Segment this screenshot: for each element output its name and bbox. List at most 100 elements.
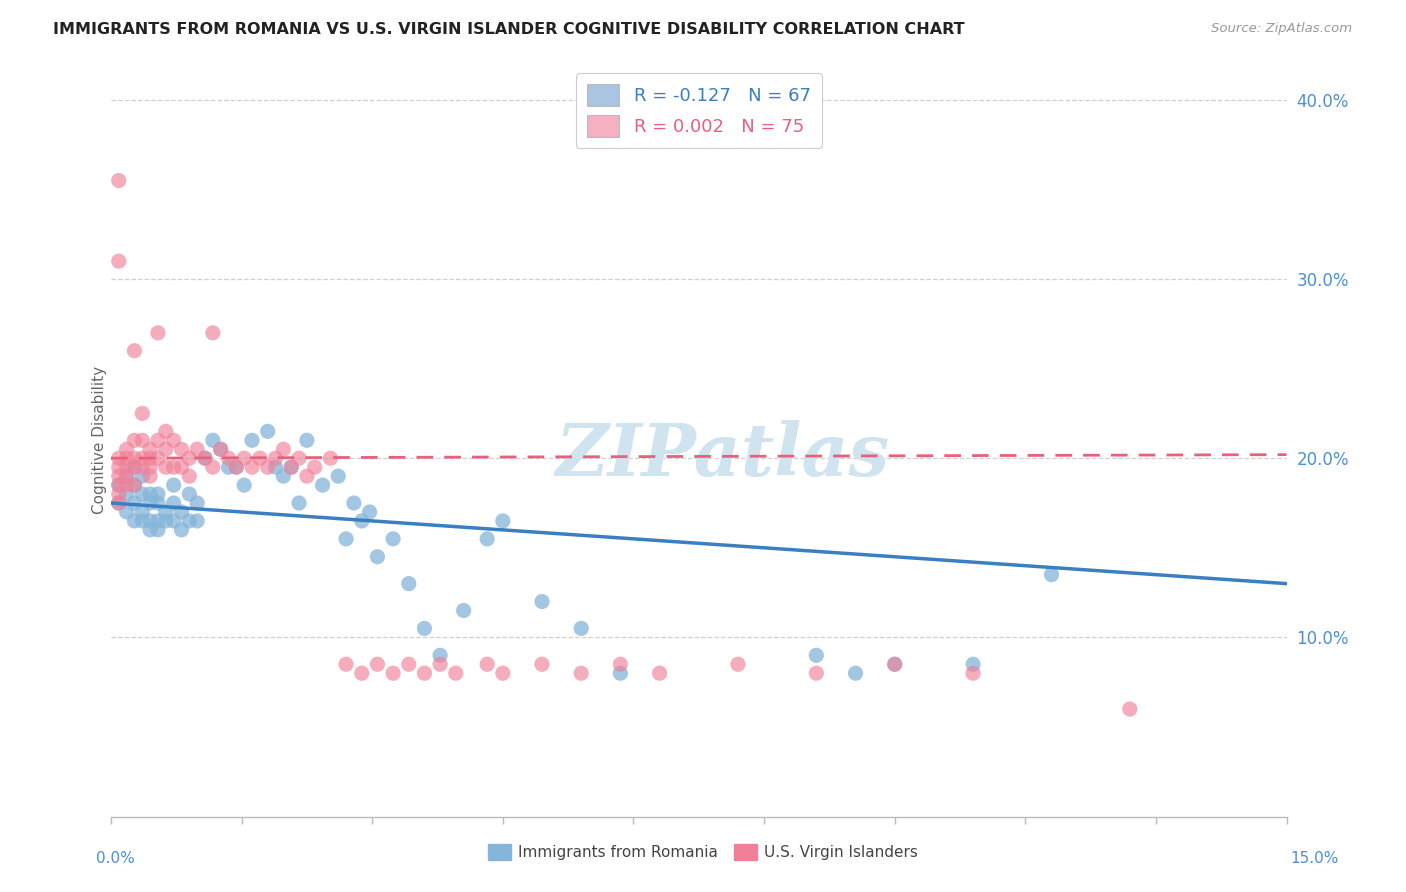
Point: [163, 460, 186, 475]
Point: [155, 514, 177, 528]
Point: [186, 496, 208, 510]
Point: [806, 648, 828, 663]
Point: [124, 460, 146, 475]
Point: [359, 505, 381, 519]
Point: [256, 425, 278, 439]
Point: [413, 622, 436, 636]
Point: [492, 666, 515, 681]
Point: [288, 496, 311, 510]
Point: [107, 496, 129, 510]
Point: [844, 666, 866, 681]
Point: [170, 460, 193, 475]
Point: [131, 406, 153, 420]
Point: [343, 496, 366, 510]
Point: [727, 657, 749, 672]
Point: [398, 657, 420, 672]
Text: Source: ZipAtlas.com: Source: ZipAtlas.com: [1212, 22, 1353, 36]
Point: [139, 523, 162, 537]
Point: [146, 496, 169, 510]
Point: [163, 478, 186, 492]
Point: [115, 469, 138, 483]
Point: [194, 451, 217, 466]
Point: [201, 434, 224, 448]
Point: [107, 469, 129, 483]
Point: [131, 487, 153, 501]
Point: [453, 603, 475, 617]
Point: [273, 442, 295, 457]
Point: [366, 549, 388, 564]
Point: [124, 434, 146, 448]
Point: [163, 514, 186, 528]
Point: [201, 326, 224, 340]
Point: [264, 451, 287, 466]
Point: [806, 666, 828, 681]
Point: [124, 451, 146, 466]
Point: [225, 460, 247, 475]
Point: [569, 666, 592, 681]
Point: [139, 487, 162, 501]
Point: [962, 666, 984, 681]
Point: [531, 594, 554, 608]
Point: [115, 487, 138, 501]
Point: [240, 460, 263, 475]
Point: [209, 442, 232, 457]
Point: [124, 343, 146, 358]
Legend: R = -0.127   N = 67, R = 0.002   N = 75: R = -0.127 N = 67, R = 0.002 N = 75: [576, 73, 821, 148]
Point: [155, 425, 177, 439]
Point: [146, 326, 169, 340]
Point: [962, 657, 984, 672]
Point: [609, 657, 631, 672]
Point: [170, 505, 193, 519]
Point: [115, 451, 138, 466]
Point: [155, 460, 177, 475]
Point: [249, 451, 271, 466]
Point: [131, 514, 153, 528]
Point: [429, 657, 451, 672]
Point: [225, 460, 247, 475]
Text: 15.0%: 15.0%: [1291, 851, 1339, 865]
Point: [107, 496, 129, 510]
Point: [155, 442, 177, 457]
Point: [124, 460, 146, 475]
Point: [170, 523, 193, 537]
Point: [569, 622, 592, 636]
Point: [311, 478, 333, 492]
Point: [280, 460, 302, 475]
Point: [155, 505, 177, 519]
Point: [107, 478, 129, 492]
Point: [139, 514, 162, 528]
Point: [107, 451, 129, 466]
Point: [256, 460, 278, 475]
Point: [115, 442, 138, 457]
Point: [209, 442, 232, 457]
Point: [139, 460, 162, 475]
Point: [179, 469, 201, 483]
Point: [139, 442, 162, 457]
Point: [201, 460, 224, 475]
Point: [124, 514, 146, 528]
Point: [218, 451, 240, 466]
Point: [288, 451, 311, 466]
Point: [429, 648, 451, 663]
Point: [1040, 567, 1063, 582]
Point: [146, 451, 169, 466]
Point: [115, 478, 138, 492]
Point: [139, 496, 162, 510]
Point: [146, 487, 169, 501]
Point: [124, 478, 146, 492]
Point: [233, 478, 256, 492]
Point: [319, 451, 342, 466]
Point: [444, 666, 467, 681]
Point: [179, 451, 201, 466]
Point: [124, 478, 146, 492]
Point: [115, 505, 138, 519]
Point: [492, 514, 515, 528]
Point: [139, 451, 162, 466]
Point: [179, 487, 201, 501]
Point: [382, 532, 405, 546]
Point: [186, 442, 208, 457]
Point: [350, 514, 373, 528]
Point: [163, 434, 186, 448]
Text: IMMIGRANTS FROM ROMANIA VS U.S. VIRGIN ISLANDER COGNITIVE DISABILITY CORRELATION: IMMIGRANTS FROM ROMANIA VS U.S. VIRGIN I…: [53, 22, 965, 37]
Point: [413, 666, 436, 681]
